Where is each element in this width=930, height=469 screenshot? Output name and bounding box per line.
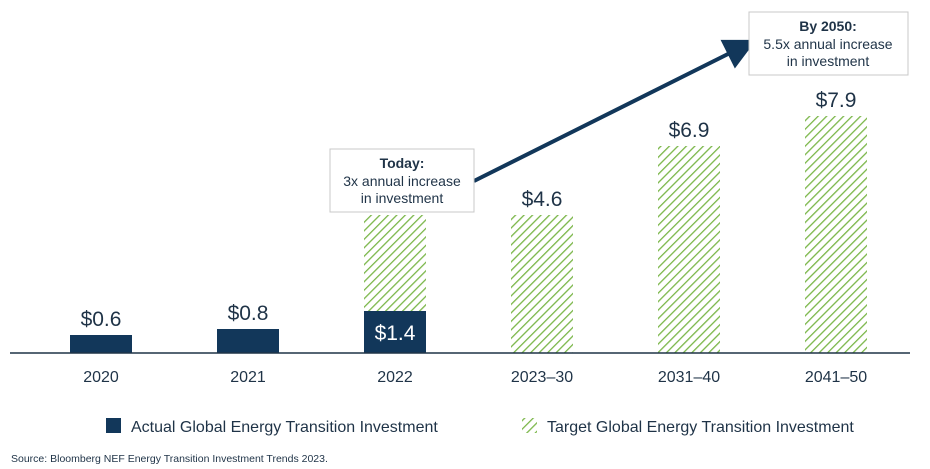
data-label: $0.6 <box>81 308 122 331</box>
data-label: $4.6 <box>522 188 563 211</box>
legend: Actual Global Energy Transition Investme… <box>106 418 854 436</box>
annotation-line: in investment <box>787 53 870 69</box>
legend-swatch-target <box>522 418 537 433</box>
growth-arrow <box>473 39 757 183</box>
bar-actual-2022 <box>364 311 426 353</box>
bar-actual-2021 <box>217 329 279 353</box>
annotation-today: Today: 3x annual increase in investment <box>329 148 475 213</box>
x-tick-label: 2020 <box>83 369 119 386</box>
data-label: $1.4 <box>375 322 416 345</box>
annotation-2050: By 2050: 5.5x annual increase in investm… <box>748 11 909 76</box>
x-tick-label: 2031–40 <box>658 369 720 386</box>
annotation-title: By 2050: <box>799 18 857 34</box>
legend-swatch-actual <box>106 418 121 433</box>
x-tick-label: 2022 <box>377 369 413 386</box>
x-tick-label: 2023–30 <box>511 369 573 386</box>
annotation-line: 5.5x annual increase <box>763 36 892 52</box>
annotation-title: Today: <box>380 155 425 171</box>
data-label: $7.9 <box>816 89 857 112</box>
x-tick-label: 2021 <box>230 369 266 386</box>
bar-target-2031–40 <box>658 146 720 353</box>
annotation-line: in investment <box>361 190 444 206</box>
data-label: $0.8 <box>228 302 269 325</box>
legend-label-target: Target Global Energy Transition Investme… <box>547 419 854 436</box>
bar-target-2041–50 <box>805 116 867 353</box>
x-tick-label: 2041–50 <box>805 369 867 386</box>
source-note: Source: Bloomberg NEF Energy Transition … <box>11 453 328 465</box>
data-label: $6.9 <box>669 119 710 142</box>
bar-target-2023–30 <box>511 215 573 353</box>
bar-actual-2020 <box>70 335 132 353</box>
annotation-line: 3x annual increase <box>343 173 461 189</box>
legend-label-actual: Actual Global Energy Transition Investme… <box>131 419 438 436</box>
